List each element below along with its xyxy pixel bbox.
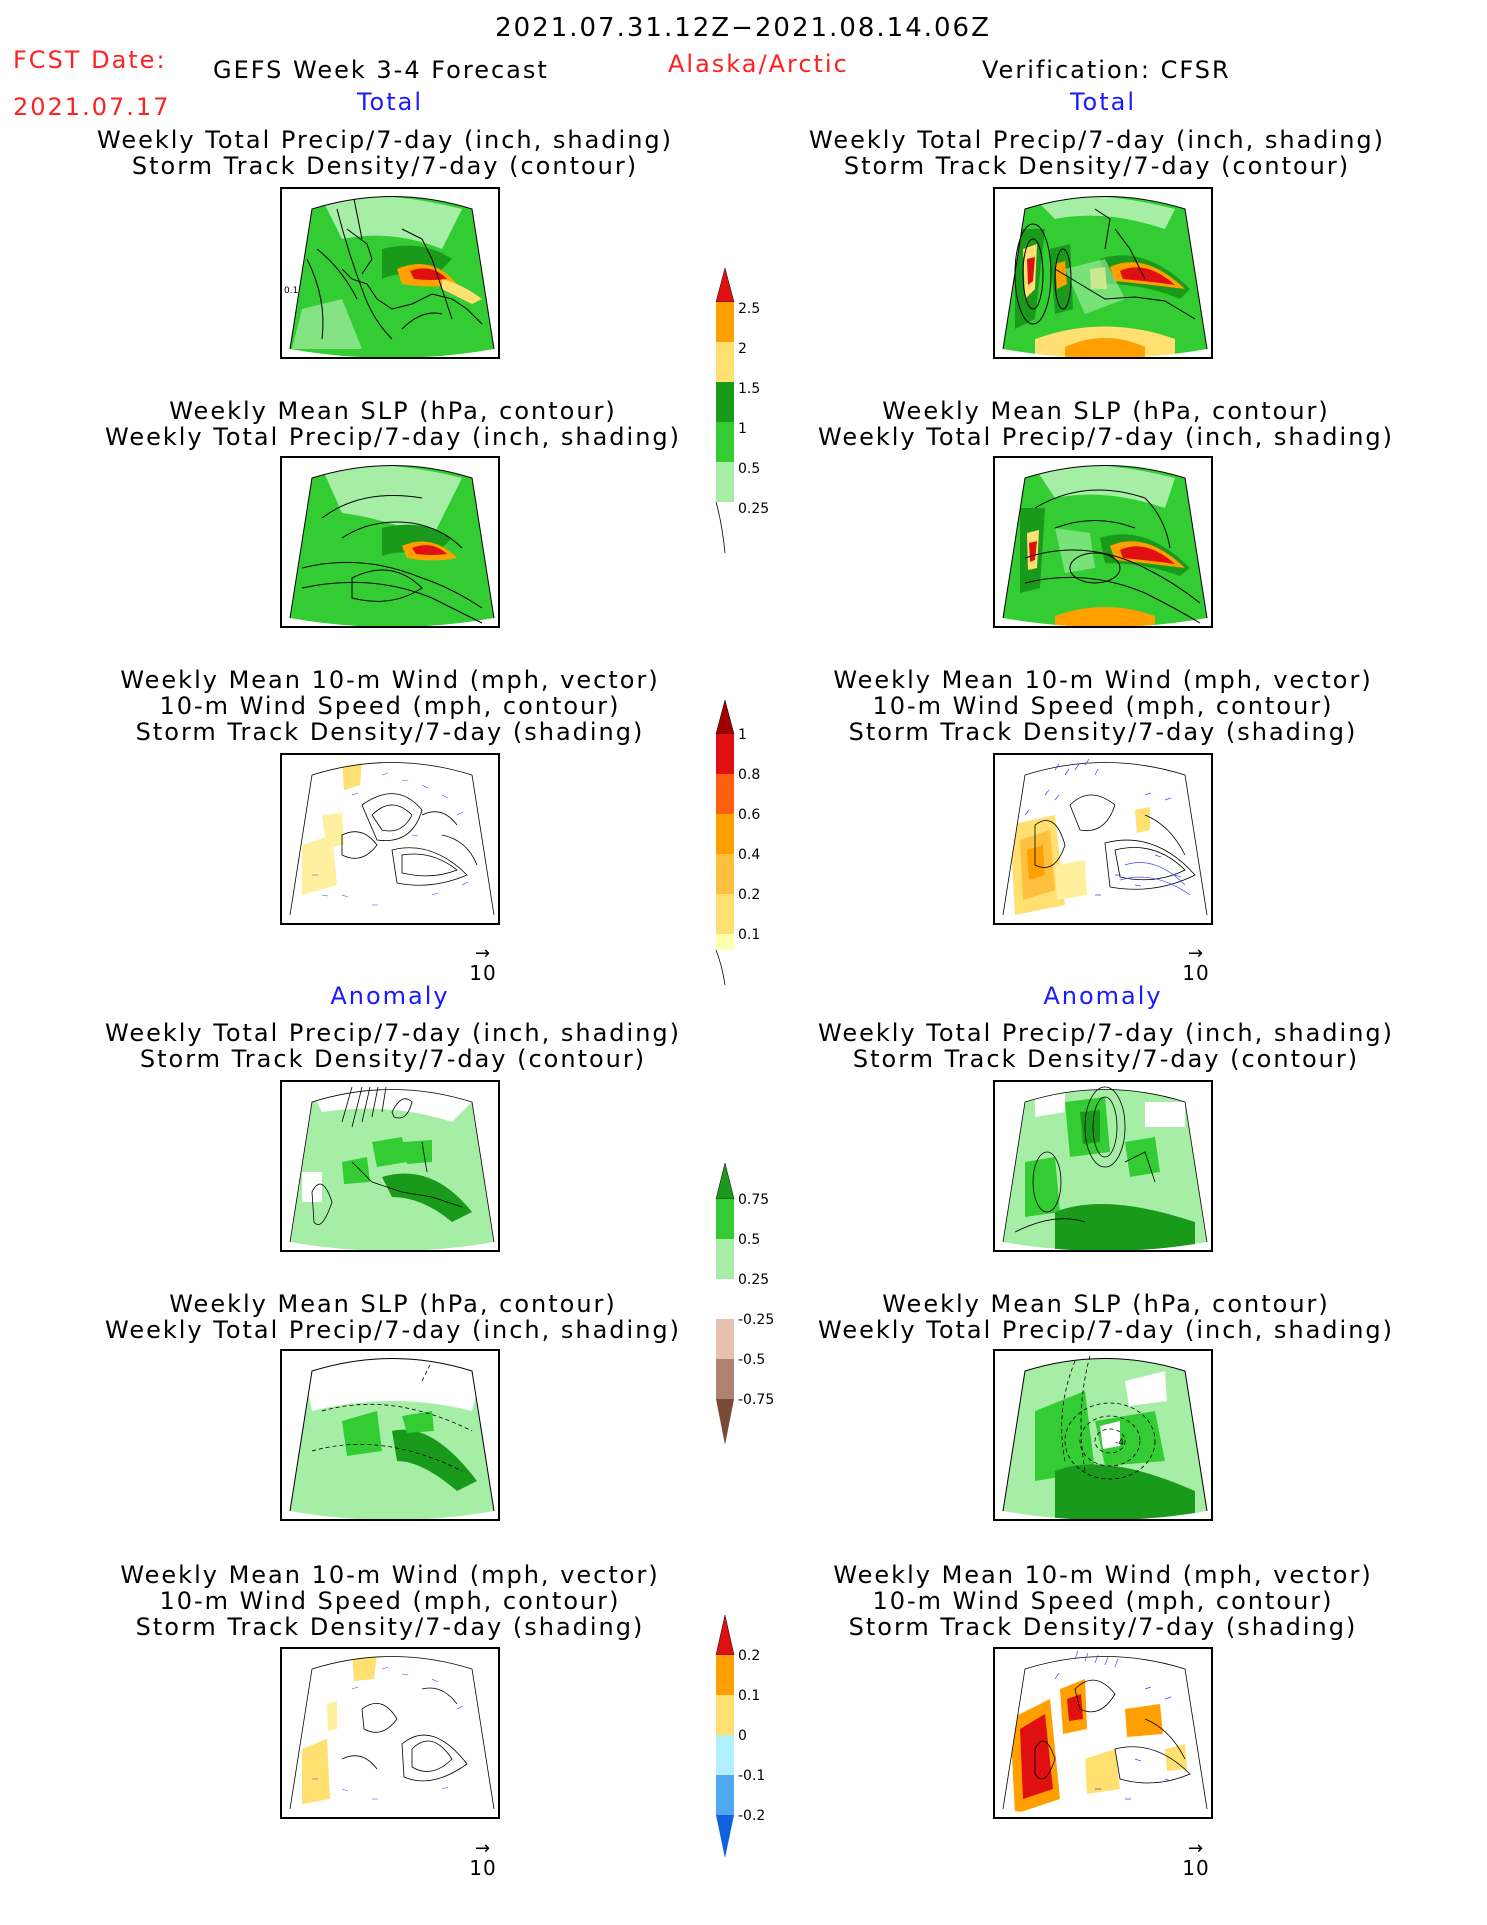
map-anom-slp-cfsr: -4: [993, 1349, 1213, 1521]
section-total-left: Total: [356, 88, 424, 116]
panel-title-slp-right: Weekly Mean SLP (hPa, contour) Weekly Tot…: [817, 397, 1395, 451]
colorbar-label: 0.25: [738, 1272, 770, 1288]
colorbar-track-anom: 0.2 0.1 0 -0.1 -0.2: [710, 1615, 790, 1858]
fcst-date: 2021.07.17: [13, 93, 171, 121]
panel-title-anom-wind-left: Weekly Mean 10-m Wind (mph, vector) 10-m …: [120, 1561, 660, 1641]
colorbar-label: 0.1: [738, 1688, 761, 1704]
verification-title: Verification: CFSR: [982, 56, 1231, 84]
period-title: 2021.07.31.12Z−2021.08.14.06Z: [495, 13, 991, 43]
panel-title-wind-right: Weekly Mean 10-m Wind (mph, vector) 10-m …: [833, 666, 1373, 746]
panel-title-total-precip-left: Weekly Total Precip/7-day (inch, shading…: [96, 126, 674, 180]
colorbar-track-total: 1 0.8 0.6 0.4 0.2 0.1: [710, 700, 790, 985]
panel-title-wind-left: Weekly Mean 10-m Wind (mph, vector) 10-m …: [120, 666, 660, 746]
vector-ref-total-left: → 10: [463, 943, 503, 986]
colorbar-label: 0.4: [738, 847, 761, 863]
colorbar-label: 0: [738, 1728, 747, 1744]
vector-ref-anom-left: → 10: [463, 1838, 503, 1881]
map-wind-fcst: [280, 753, 500, 925]
colorbar-label: 1: [738, 421, 747, 437]
panel-title-anom-precip-right: Weekly Total Precip/7-day (inch, shading…: [817, 1019, 1395, 1073]
panel-title-anom-wind-right: Weekly Mean 10-m Wind (mph, vector) 10-m …: [833, 1561, 1373, 1641]
arrow-right-icon: →: [1187, 943, 1205, 964]
colorbar-precip-anom: 0.75 0.5 0.25 -0.25 -0.5 -0.75: [710, 1163, 790, 1445]
map-anom-precip-cfsr: [993, 1080, 1213, 1252]
colorbar-label: 2: [738, 341, 747, 357]
model-title: GEFS Week 3-4 Forecast: [213, 56, 549, 84]
colorbar-label: -0.25: [738, 1312, 775, 1328]
colorbar-label: 0.8: [738, 767, 761, 783]
map-anom-wind-cfsr: [993, 1647, 1213, 1819]
vector-ref-anom-right: → 10: [1176, 1838, 1216, 1881]
map-wind-cfsr: [993, 753, 1213, 925]
arrow-right-icon: →: [474, 943, 492, 964]
region-title: Alaska/Arctic: [668, 50, 849, 78]
map-total-precip-cfsr: [993, 187, 1213, 359]
colorbar-precip-total: 2.5 2 1.5 1 0.5 0.25: [710, 268, 790, 553]
colorbar-label: 0.5: [738, 461, 761, 477]
contour-label-slp: -4: [1115, 1438, 1124, 1448]
arrow-right-icon: →: [474, 1838, 492, 1859]
colorbar-label: 0.1: [738, 927, 761, 943]
map-slp-cfsr: [993, 456, 1213, 628]
map-slp-fcst: [280, 456, 500, 628]
colorbar-label: -0.2: [738, 1808, 766, 1824]
colorbar-label: 1.5: [738, 381, 761, 397]
section-total-right: Total: [1069, 88, 1137, 116]
panel-title-anom-slp-left: Weekly Mean SLP (hPa, contour) Weekly Tot…: [104, 1290, 682, 1344]
section-anomaly-right: Anomaly: [1043, 982, 1163, 1010]
panel-title-anom-slp-right: Weekly Mean SLP (hPa, contour) Weekly Tot…: [817, 1290, 1395, 1344]
map-anom-wind-fcst: [280, 1647, 500, 1819]
map-anom-slp-fcst: [280, 1349, 500, 1521]
arrow-right-icon: →: [1187, 1838, 1205, 1859]
colorbar-label: -0.5: [738, 1352, 766, 1368]
colorbar-label: 0.2: [738, 887, 761, 903]
colorbar-label: -0.1: [738, 1768, 766, 1784]
section-anomaly-left: Anomaly: [330, 982, 450, 1010]
colorbar-label: 0.5: [738, 1232, 761, 1248]
colorbar-label: -0.75: [738, 1392, 775, 1408]
colorbar-label: 1: [738, 727, 747, 743]
map-total-precip-fcst: 0.1: [280, 187, 500, 359]
map-anom-precip-fcst: [280, 1080, 500, 1252]
panel-title-anom-precip-left: Weekly Total Precip/7-day (inch, shading…: [104, 1019, 682, 1073]
panel-title-total-precip-right: Weekly Total Precip/7-day (inch, shading…: [808, 126, 1386, 180]
colorbar-label: 0.2: [738, 1648, 761, 1664]
colorbar-label: 0.25: [738, 501, 770, 517]
contour-label: 0.1: [284, 286, 298, 296]
fcst-label: FCST Date:: [13, 46, 167, 74]
colorbar-label: 0.6: [738, 807, 761, 823]
colorbar-label: 2.5: [738, 301, 761, 317]
panel-title-slp-left: Weekly Mean SLP (hPa, contour) Weekly Tot…: [104, 397, 682, 451]
vector-ref-total-right: → 10: [1176, 943, 1216, 986]
colorbar-label: 0.75: [738, 1192, 770, 1208]
